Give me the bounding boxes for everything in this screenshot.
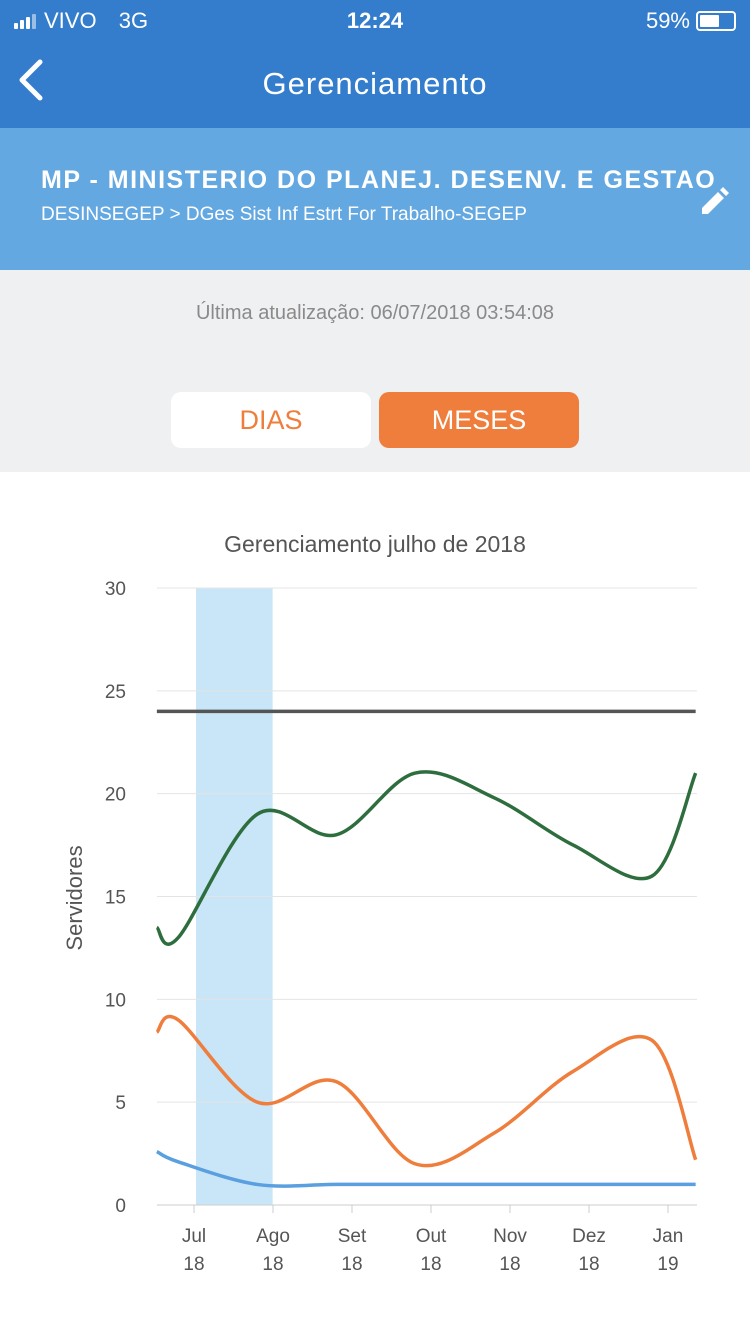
x-tick-label: Nov [493, 1226, 527, 1247]
series-line [156, 1149, 696, 1188]
x-tick-label: 19 [657, 1254, 678, 1275]
y-tick-label: 10 [105, 990, 126, 1011]
y-tick-label: 5 [115, 1093, 126, 1114]
battery-percent: 59% [645, 8, 690, 33]
x-tick-label: Jan [653, 1226, 684, 1247]
org-path: DESINSEGEP > DGes Sist Inf Estrt For Tra… [41, 204, 527, 225]
status-bar: VIVO 3G 12:24 59% [0, 0, 750, 40]
x-tick-label: 18 [341, 1254, 362, 1275]
x-tick-label: 18 [578, 1254, 599, 1275]
tab-months[interactable]: MESES [379, 392, 579, 448]
y-tick-label: 25 [105, 682, 126, 703]
page-title: Gerenciamento [262, 66, 488, 101]
y-tick-label: 20 [105, 785, 126, 806]
series-line [155, 770, 698, 946]
carrier: VIVO [44, 8, 97, 33]
x-tick-label: 18 [420, 1254, 441, 1275]
edit-button[interactable] [698, 186, 730, 218]
x-tick-label: 18 [499, 1254, 520, 1275]
x-tick-label: 18 [262, 1254, 283, 1275]
chart: Gerenciamento julho de 2018 Servidores 0… [62, 531, 698, 1275]
x-tick-label: 18 [183, 1254, 204, 1275]
network: 3G [118, 8, 149, 33]
signal-icon [14, 13, 36, 29]
y-tick-label: 0 [115, 1196, 126, 1217]
back-button[interactable] [14, 58, 54, 102]
nav-bar: Gerenciamento [0, 40, 750, 128]
chart-title: Gerenciamento julho de 2018 [224, 531, 526, 557]
org-name: MP - MINISTERIO DO PLANEJ. DESENV. E GES… [41, 166, 717, 194]
x-tick-label: Set [338, 1226, 367, 1247]
x-tick-label: Ago [256, 1226, 290, 1247]
controls-area: Última atualização: 06/07/2018 03:54:08 … [0, 270, 750, 472]
last-update: Última atualização: 06/07/2018 03:54:08 [195, 302, 555, 324]
organization-header: MP - MINISTERIO DO PLANEJ. DESENV. E GES… [0, 128, 750, 270]
chevron-left-icon [19, 59, 43, 101]
y-tick-label: 30 [105, 579, 126, 600]
pencil-icon [702, 187, 729, 214]
series-line [155, 1014, 698, 1168]
y-axis-label: Servidores [62, 845, 87, 950]
y-tick-label: 15 [105, 888, 126, 909]
x-tick-label: Jul [182, 1226, 206, 1247]
tab-days[interactable]: DIAS [171, 392, 371, 448]
clock: 12:24 [346, 8, 404, 33]
battery-icon [696, 11, 736, 31]
x-tick-label: Out [416, 1226, 447, 1247]
x-tick-label: Dez [572, 1226, 606, 1247]
